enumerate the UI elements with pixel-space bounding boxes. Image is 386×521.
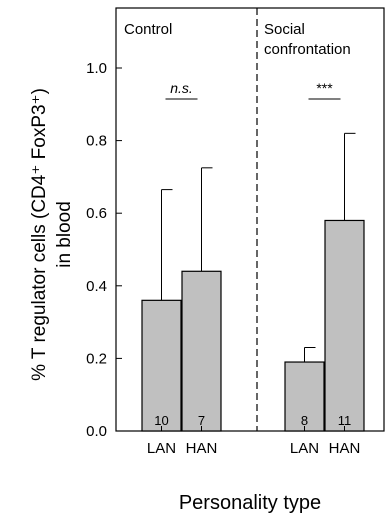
bar <box>284 361 325 432</box>
significance-label: *** <box>316 80 333 96</box>
bar <box>324 219 365 432</box>
bar <box>181 270 222 432</box>
y-tick-label: 0.8 <box>86 133 107 150</box>
bar-n-label: 8 <box>301 413 308 428</box>
significance-label: n.s. <box>170 80 193 96</box>
x-tick-label: LAN <box>290 440 319 457</box>
y-axis-title-text: % T regulator cells (CD4⁺ FoxP3⁺) in bloo… <box>29 88 75 381</box>
y-tick-label: 0.0 <box>86 423 107 440</box>
x-axis-categories: LAN HAN LAN HAN <box>147 426 360 457</box>
plot-area: Control n.s. 10 7 Social confrontation *** 8 11 <box>115 7 385 432</box>
x-tick-label: HAN <box>186 440 218 457</box>
panel-label: confrontation <box>264 41 351 58</box>
y-tick-label: 1.0 <box>86 60 107 77</box>
bar-n-label: 7 <box>198 413 205 428</box>
y-axis-title: % T regulator cells (CD4⁺ FoxP3⁺) in bloo… <box>29 88 75 381</box>
x-tick-label: HAN <box>329 440 361 457</box>
bar-n-label: 11 <box>338 413 352 428</box>
y-tick-label: 0.4 <box>86 278 107 295</box>
y-axis-title-line-1: % T regulator cells (CD4⁺ FoxP3⁺) <box>29 88 50 381</box>
panel-label: Social <box>264 21 305 38</box>
bar-n-label: 10 <box>154 413 168 428</box>
bar <box>141 299 182 432</box>
y-axis-ticks: 0.0 0.2 0.4 0.6 0.8 1.0 <box>86 60 122 440</box>
x-axis-title: Personality type <box>179 492 321 514</box>
y-tick-label: 0.2 <box>86 350 107 367</box>
panel-label: Control <box>124 21 172 38</box>
x-tick-label: LAN <box>147 440 176 457</box>
y-tick-label: 0.6 <box>86 205 107 222</box>
y-axis-title-line-2: in blood <box>54 201 75 268</box>
plot-frame <box>115 7 385 432</box>
